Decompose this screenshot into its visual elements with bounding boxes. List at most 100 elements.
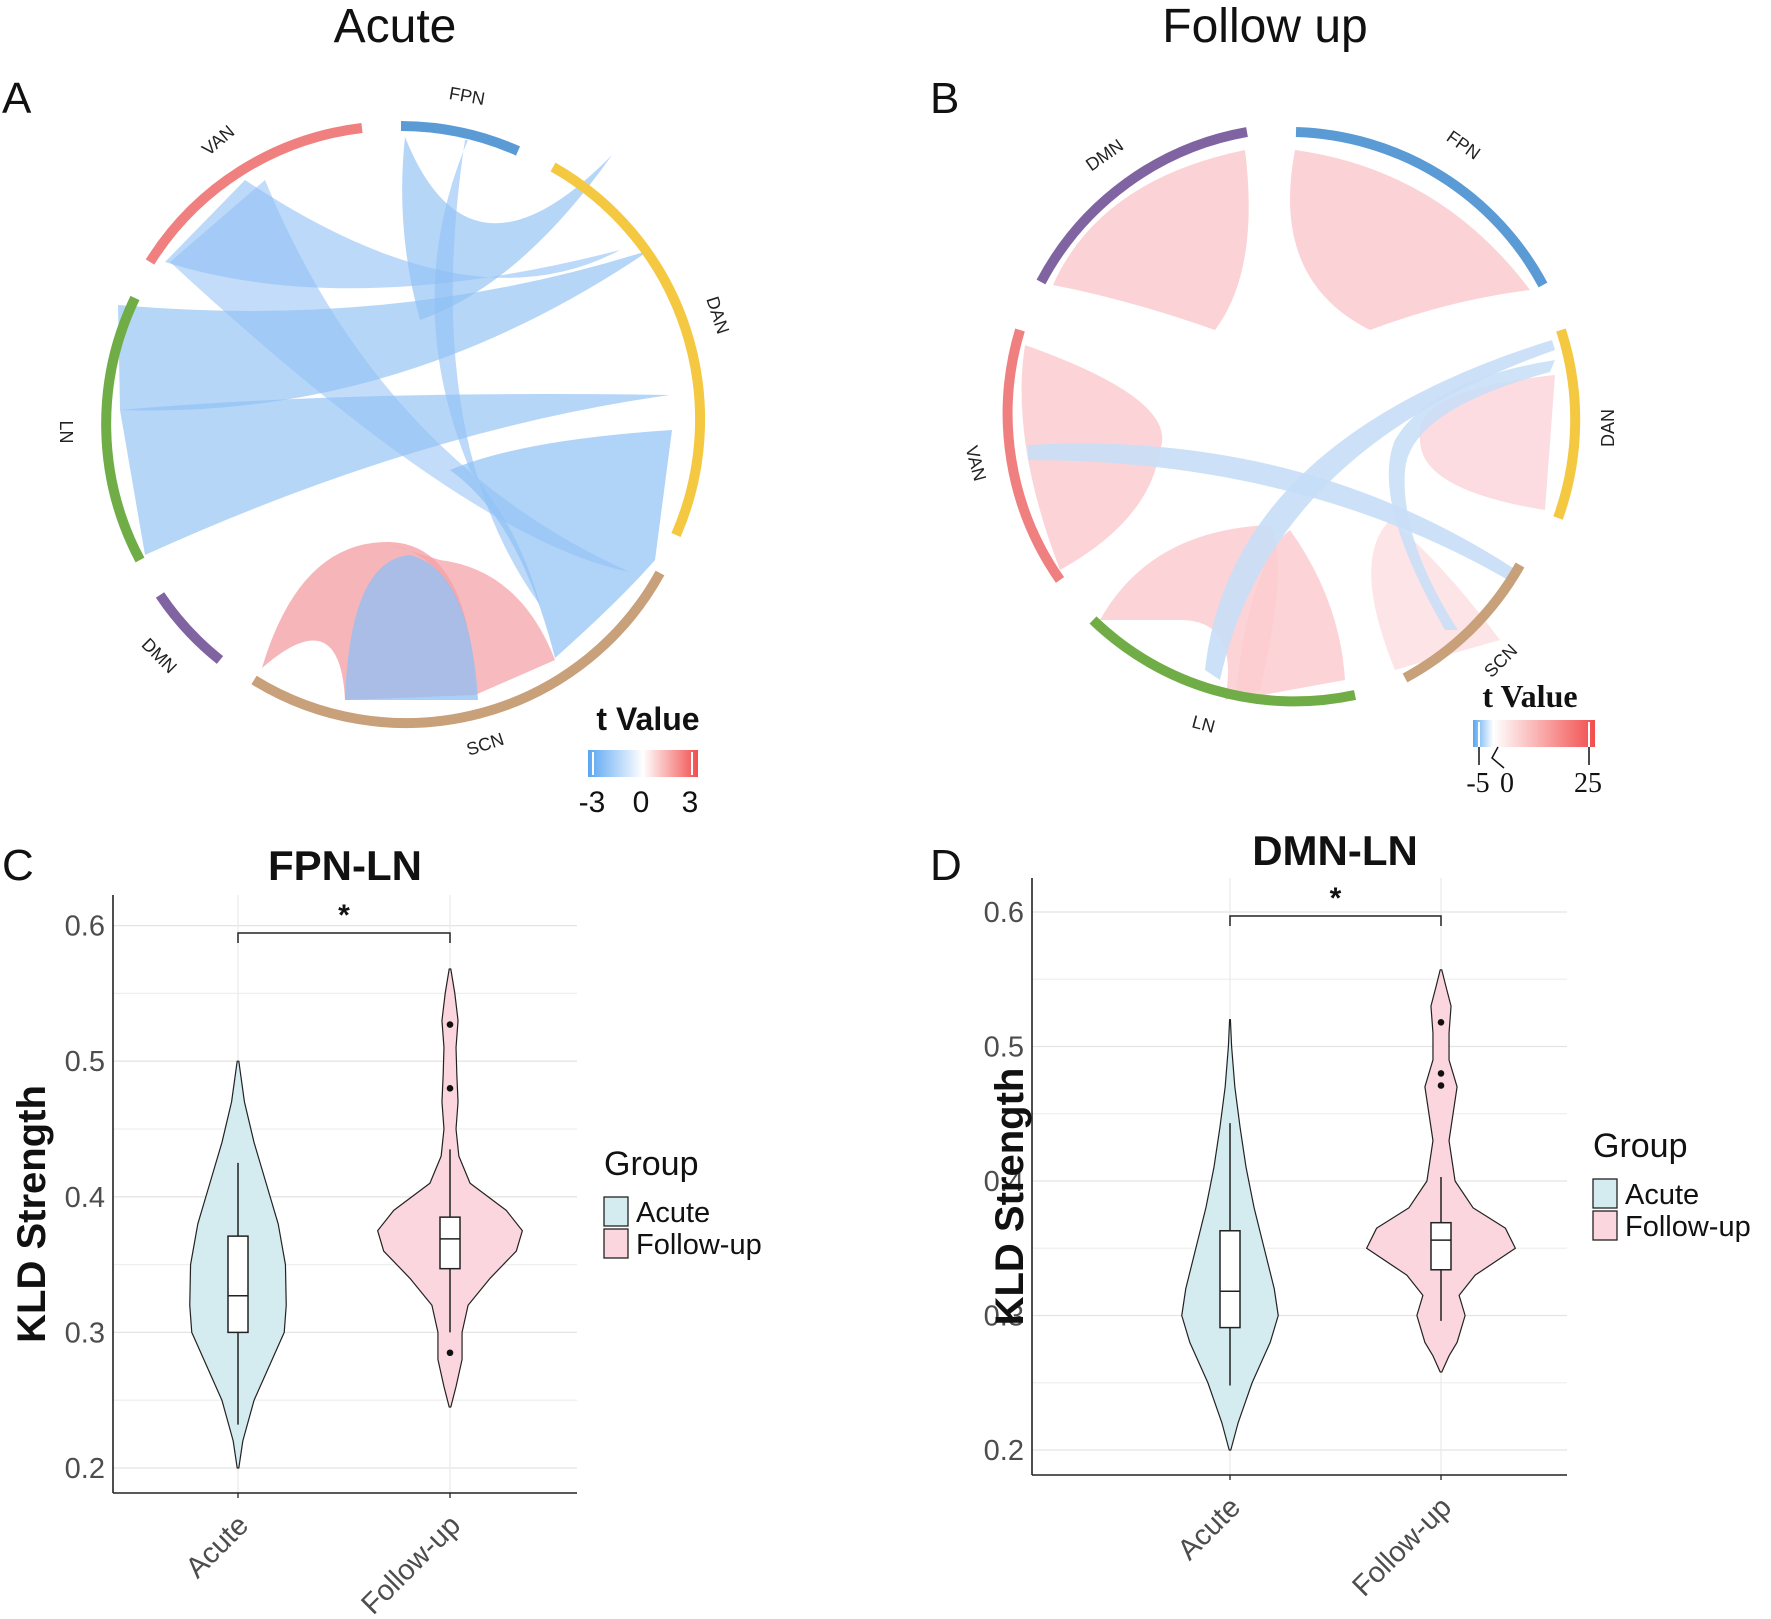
- x-tick-label-dmn-ln: Acute: [1172, 1491, 1247, 1566]
- ribbon-van-scn: [1028, 443, 1513, 580]
- legend-tick-min-acute: -3: [579, 786, 606, 819]
- legend-title-dmn-ln: Group: [1593, 1127, 1688, 1165]
- chord-arcs-followup: [1002, 127, 1581, 707]
- significance-star-fpn-ln: *: [338, 899, 350, 932]
- net-label-dmn-acute: DMN: [138, 634, 181, 677]
- chord-ribbons-acute: [118, 137, 672, 700]
- net-label-dan-acute: DAN: [702, 294, 733, 336]
- box-follow-up-dmn-ln: [1430, 1221, 1452, 1271]
- ribbon-ln-ln-2: [1235, 530, 1345, 700]
- legend-t-value-followup: t Value -5 0 25: [1466, 678, 1602, 799]
- arc-van-acute: [145, 123, 363, 265]
- ribbon-ln-dan-lower: [120, 394, 670, 555]
- legend-label-follow-up-fpn-ln: Follow-up: [636, 1229, 762, 1261]
- chord-arcs-acute: [101, 121, 706, 728]
- net-label-dmn-followup: DMN: [1082, 135, 1127, 175]
- violin-follow-up-dmn-ln: [1366, 969, 1516, 1373]
- legend-tick-mid-acute: 0: [633, 786, 650, 819]
- legend-tick-max-acute: 3: [682, 786, 699, 819]
- outlier-point-dmn-ln: [1437, 1082, 1445, 1089]
- legend-swatch-acute-fpn-ln: [603, 1196, 629, 1227]
- chord-ribbons-followup: [1021, 150, 1555, 700]
- violin-title-fpn-ln: FPN-LN: [268, 842, 422, 889]
- panel-letter-a: A: [2, 74, 32, 123]
- arc-van-followup: [1002, 328, 1065, 583]
- legend-swatch-acute-dmn-ln: [1592, 1178, 1618, 1209]
- net-label-fpn-acute: FPN: [448, 83, 487, 109]
- net-label-van-acute: VAN: [198, 121, 238, 159]
- significance-bracket-fpn-ln: [237, 932, 451, 943]
- ribbon-ln-dan-upper: [118, 250, 650, 411]
- chord-panel-followup: Follow up FPN DAN SCN LN VAN: [962, 0, 1618, 799]
- chord-title-acute: Acute: [334, 0, 457, 53]
- y-axis-title-fpn-ln: KLD Strength: [10, 1085, 54, 1343]
- y-tick-label-fpn-ln: 0.5: [65, 1046, 105, 1078]
- legend-colorbar-acute: [588, 750, 698, 777]
- x-tick-label-fpn-ln: Acute: [180, 1509, 255, 1584]
- outlier-point-fpn-ln: [446, 1085, 454, 1092]
- legend-label-follow-up-dmn-ln: Follow-up: [1625, 1211, 1751, 1243]
- net-label-scn-acute: SCN: [464, 729, 506, 760]
- arc-scn-acute: [251, 570, 665, 728]
- ribbon-scn-scn-neg: [345, 555, 478, 700]
- chord-title-followup: Follow up: [1162, 0, 1367, 53]
- legend-label-acute-dmn-ln: Acute: [1625, 1179, 1699, 1211]
- ribbon-dmn-dmn: [1053, 150, 1249, 330]
- significance-bracket-dmn-ln: [1229, 915, 1442, 926]
- outlier-point-fpn-ln: [446, 1021, 454, 1028]
- legend-tick-max-followup: 25: [1574, 768, 1602, 799]
- legend-swatch-follow-up-dmn-ln: [1592, 1210, 1618, 1241]
- arc-fpn-acute: [400, 121, 521, 156]
- outlier-point-fpn-ln: [446, 1349, 454, 1357]
- outlier-point-dmn-ln: [1437, 1018, 1445, 1026]
- box-follow-up-fpn-ln: [439, 1216, 461, 1270]
- arc-dan-followup: [1553, 328, 1581, 520]
- legend-swatch-follow-up-fpn-ln: [603, 1228, 629, 1259]
- arc-ln-followup: [1089, 616, 1357, 707]
- legend-title-followup: t Value: [1482, 678, 1577, 714]
- net-label-ln-acute: LN: [56, 420, 76, 443]
- net-label-van-followup: VAN: [962, 444, 991, 484]
- legend-leader: [1478, 746, 1590, 769]
- legend-title-fpn-ln: Group: [604, 1145, 699, 1183]
- y-tick-label-fpn-ln: 0.3: [65, 1317, 105, 1349]
- x-tick-label-dmn-ln: Follow-up: [1346, 1491, 1458, 1603]
- arc-ln-acute: [101, 295, 145, 563]
- box-acute-fpn-ln: [227, 1235, 249, 1334]
- legend-title-acute: t Value: [596, 701, 699, 737]
- ribbon-scn-scn-pos2: [390, 545, 555, 695]
- legend-t-value-acute: t Value -3 0 3: [579, 701, 700, 819]
- box-acute-dmn-ln: [1219, 1230, 1241, 1329]
- y-tick-label-dmn-ln: 0.2: [984, 1435, 1024, 1467]
- legend-label-acute-fpn-ln: Acute: [636, 1197, 710, 1229]
- ribbon-dan-scn: [450, 430, 672, 658]
- y-tick-label-fpn-ln: 0.2: [65, 1453, 105, 1485]
- y-tick-label-fpn-ln: 0.4: [65, 1182, 105, 1214]
- legend-tick-min-followup: -5: [1466, 768, 1489, 799]
- y-tick-label-fpn-ln: 0.6: [65, 911, 105, 943]
- arc-fpn-followup: [1295, 127, 1548, 288]
- violin-title-dmn-ln: DMN-LN: [1252, 827, 1418, 874]
- y-tick-label-dmn-ln: 0.3: [984, 1301, 1024, 1333]
- panel-letter-b: B: [930, 74, 959, 123]
- ribbon-fpn-scn: [434, 140, 540, 605]
- y-tick-label-dmn-ln: 0.6: [984, 897, 1024, 929]
- net-label-ln-followup: LN: [1190, 712, 1217, 737]
- net-label-fpn-followup: FPN: [1443, 127, 1484, 164]
- arc-dan-acute: [550, 162, 706, 537]
- chord-panel-acute: Acute FPN DAN SCN DMN LN: [56, 0, 733, 819]
- ribbon-ln-dan: [1205, 340, 1555, 680]
- y-tick-label-dmn-ln: 0.5: [984, 1032, 1024, 1064]
- outlier-point-dmn-ln: [1437, 1070, 1445, 1077]
- panel-letter-c: C: [2, 841, 34, 890]
- legend-colorbar-followup: [1473, 720, 1595, 747]
- ribbon-fpn-fpn: [1290, 150, 1530, 330]
- net-label-dan-followup: DAN: [1598, 409, 1618, 447]
- arc-dmn-acute: [155, 592, 224, 664]
- arc-scn-followup: [1402, 562, 1525, 683]
- y-tick-label-dmn-ln: 0.4: [984, 1166, 1024, 1198]
- arc-dmn-followup: [1036, 127, 1248, 285]
